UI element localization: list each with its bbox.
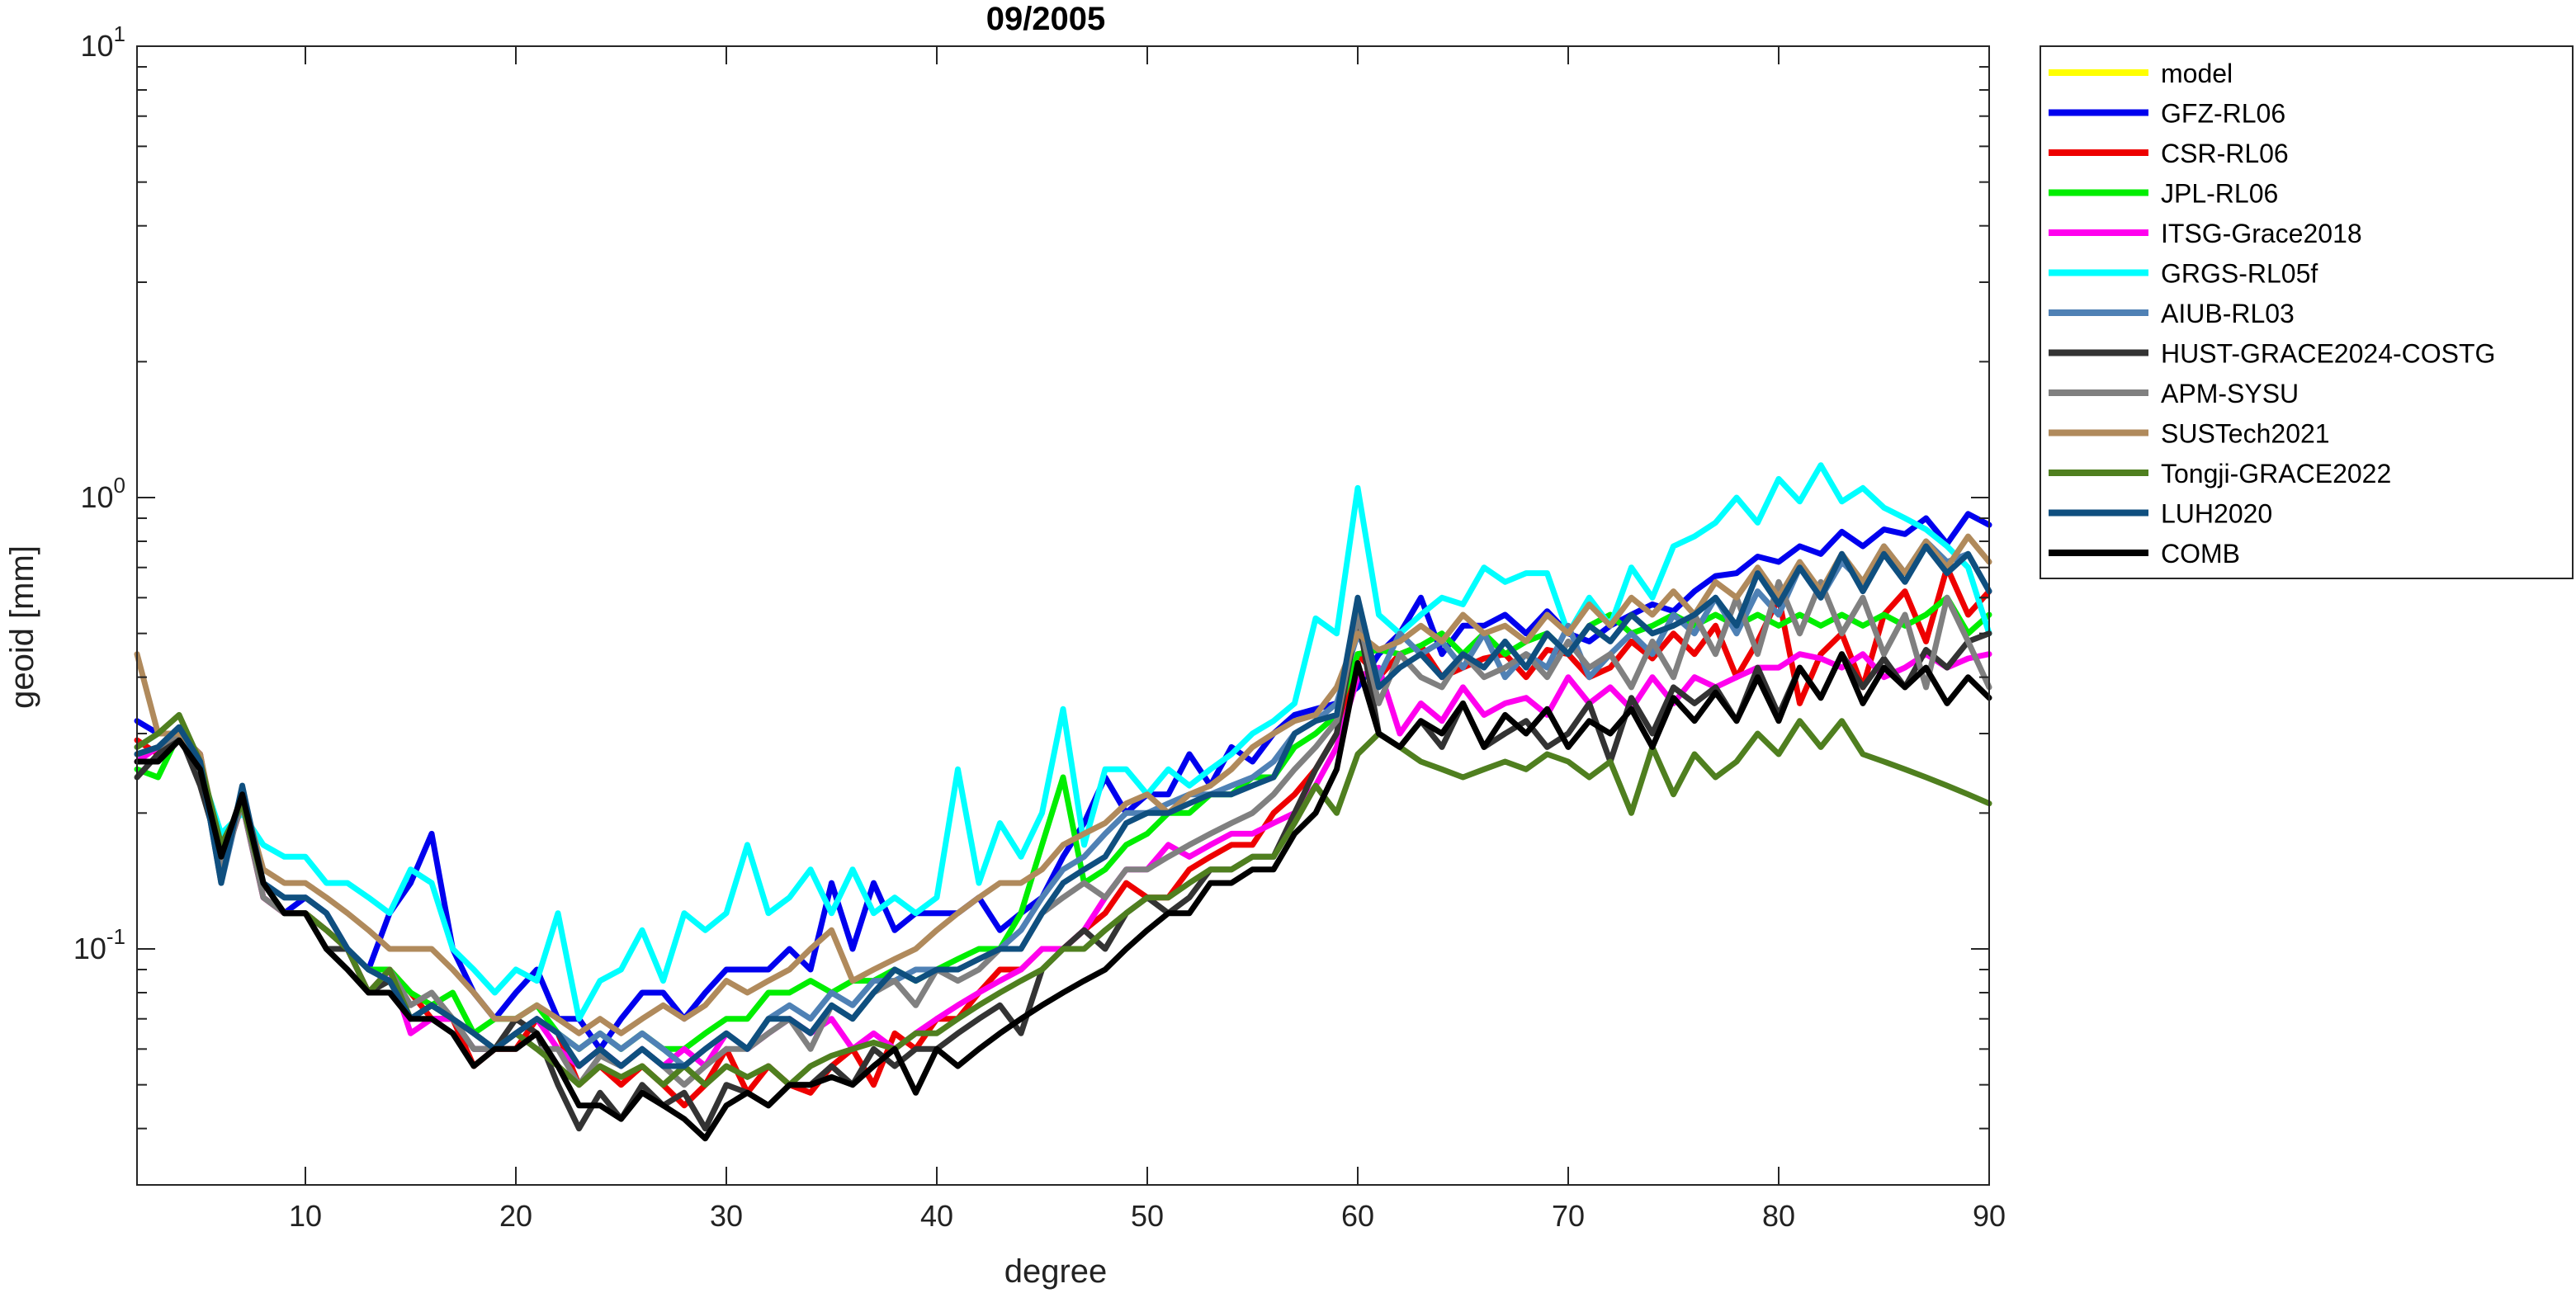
x-tick-label: 40 — [920, 1199, 953, 1233]
legend-item: GRGS-RL05f — [2049, 259, 2318, 289]
x-axis: 10 20 30 40 50 60 70 80 90 — [289, 46, 2006, 1233]
legend-item: SUSTech2021 — [2049, 419, 2330, 449]
x-tick-label: 10 — [289, 1199, 322, 1233]
x-tick-label: 70 — [1552, 1199, 1585, 1233]
legend-item: HUST-GRACE2024-COSTG — [2049, 339, 2495, 369]
legend-item: CSR-RL06 — [2049, 139, 2289, 168]
legend-label: Tongji-GRACE2022 — [2161, 459, 2391, 488]
plot-area — [134, 462, 1992, 1142]
series-line-sustech2021 — [134, 533, 1992, 1036]
series-line-apm-sysu — [134, 578, 1992, 1088]
y-tick-label: 10-1 — [73, 924, 125, 965]
legend: model GFZ-RL06 CSR-RL06 JPL-RL06 ITSG-Grace2… — [2040, 45, 2574, 579]
x-tick-label: 60 — [1341, 1199, 1374, 1233]
legend-item: ITSG-Grace2018 — [2049, 219, 2362, 248]
series-line-gfz-rl06 — [134, 511, 1992, 1052]
plot-frame — [136, 45, 1990, 1186]
series-line-luh2020 — [134, 543, 1992, 1069]
legend-label: model — [2161, 59, 2233, 88]
y-axis: 10-1 100 101 — [73, 21, 1989, 1186]
series-line-grgs-rl05f — [134, 462, 1992, 1022]
x-tick-label: 30 — [710, 1199, 743, 1233]
y-axis-label: geoid [mm] — [4, 545, 40, 709]
x-tick-label: 20 — [499, 1199, 532, 1233]
legend-label: LUH2020 — [2161, 499, 2272, 529]
legend-item: AIUB-RL03 — [2049, 299, 2295, 328]
legend-label: APM-SYSU — [2161, 379, 2299, 408]
legend-item: JPL-RL06 — [2049, 179, 2278, 209]
x-tick-label: 50 — [1131, 1199, 1164, 1233]
legend-label: GFZ-RL06 — [2161, 99, 2285, 129]
x-tick-label: 90 — [1973, 1199, 2006, 1233]
legend-label: ITSG-Grace2018 — [2161, 219, 2362, 248]
series-line-comb — [134, 651, 1992, 1142]
legend-label: HUST-GRACE2024-COSTG — [2161, 339, 2495, 369]
legend-item: LUH2020 — [2049, 499, 2272, 529]
legend-label: COMB — [2161, 539, 2240, 569]
chart-title: 09/2005 — [986, 1, 1106, 37]
legend-label: GRGS-RL05f — [2161, 259, 2318, 289]
x-axis-label: degree — [1004, 1253, 1108, 1290]
y-tick-label: 100 — [80, 473, 125, 514]
x-tick-label: 80 — [1762, 1199, 1795, 1233]
legend-label: CSR-RL06 — [2161, 139, 2289, 168]
legend-item: APM-SYSU — [2049, 379, 2299, 408]
y-tick-label: 101 — [80, 21, 125, 63]
legend-item: Tongji-GRACE2022 — [2049, 459, 2391, 488]
legend-label: SUSTech2021 — [2161, 419, 2330, 449]
legend-item: model — [2049, 59, 2233, 88]
legend-label: JPL-RL06 — [2161, 179, 2278, 209]
legend-item: COMB — [2049, 539, 2240, 569]
legend-label: AIUB-RL03 — [2161, 299, 2295, 328]
legend-item: GFZ-RL06 — [2049, 99, 2285, 129]
